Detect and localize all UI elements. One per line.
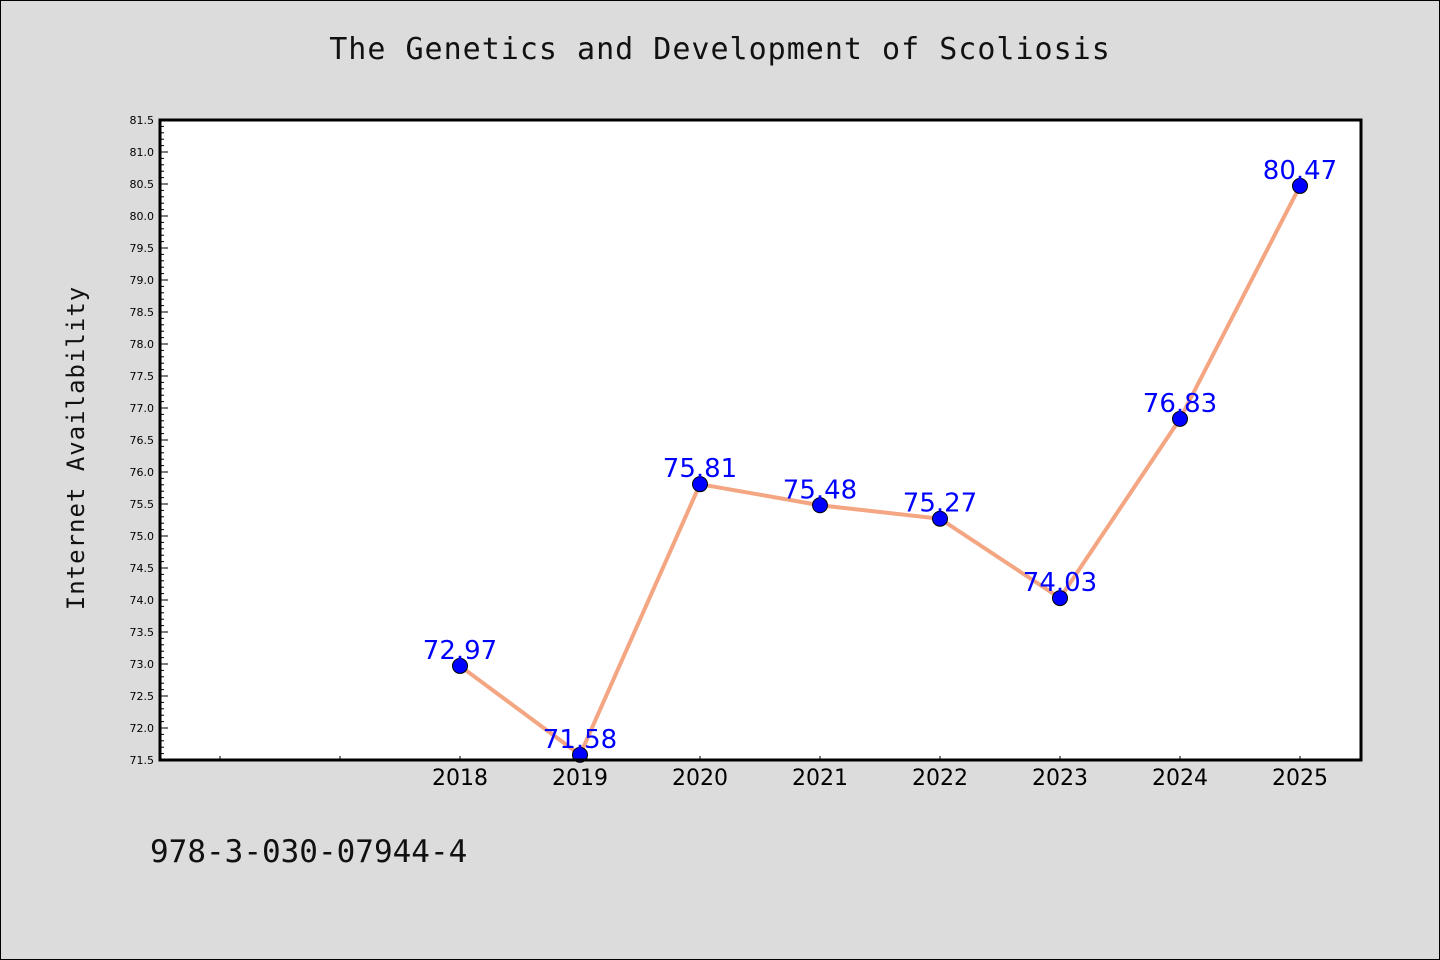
- y-tick-label: 80.5: [130, 178, 155, 191]
- x-tick-label: 2018: [432, 766, 488, 791]
- data-label: 74.03: [1023, 568, 1097, 598]
- y-tick-label: 80.0: [130, 210, 155, 223]
- series-line: [458, 185, 1302, 757]
- data-point: [1292, 177, 1308, 194]
- chart-title: The Genetics and Development of Scoliosi…: [329, 32, 1111, 67]
- y-tick-label: 79.0: [130, 274, 155, 287]
- x-tick-label: 2020: [672, 766, 728, 791]
- y-tick-label: 71.5: [130, 754, 155, 767]
- data-label: 72.97: [423, 636, 497, 666]
- y-tick-label: 73.0: [130, 658, 155, 671]
- data-label: 80.47: [1263, 156, 1337, 186]
- y-tick-label: 79.5: [130, 242, 155, 255]
- y-tick-label: 81.5: [130, 114, 155, 127]
- x-tick-label: 2024: [1152, 766, 1208, 791]
- x-tick-label: 2025: [1272, 766, 1328, 791]
- data-label: 75.27: [903, 489, 977, 519]
- y-tick-label: 78.5: [130, 306, 155, 319]
- x-tick-label: 2023: [1032, 766, 1088, 791]
- data-point: [1052, 590, 1068, 607]
- plot-border: [158, 118, 1363, 762]
- data-label: 75.81: [663, 454, 737, 484]
- y-tick-label: 73.5: [130, 626, 155, 639]
- axis-ticks: 71.5 72.0 72.5 73.0 73.5 74.0 74.5 75.0 75.5 76.0…: [130, 114, 1329, 791]
- data-point: [692, 476, 708, 493]
- y-axis-label: Internet Availability: [62, 286, 90, 610]
- y-tick-label: 74.0: [130, 594, 155, 607]
- data-label: 76.83: [1143, 389, 1217, 419]
- data-point: [1172, 410, 1188, 427]
- data-point: [452, 657, 468, 674]
- y-tick-label: 75.5: [130, 498, 155, 511]
- x-tick-label: 2019: [552, 766, 608, 791]
- y-tick-label: 77.0: [130, 402, 155, 415]
- y-tick-label: 76.0: [130, 466, 155, 479]
- data-label: 71.58: [543, 725, 617, 755]
- y-tick-label: 72.5: [130, 690, 155, 703]
- series-line-layer: [458, 185, 1302, 757]
- data-point: [932, 510, 948, 527]
- isbn-text: 978-3-030-07944-4: [150, 834, 468, 870]
- y-tick-label: 74.5: [130, 562, 155, 575]
- data-point: [812, 497, 828, 514]
- y-tick-label: 75.0: [130, 530, 155, 543]
- x-tick-label: 2022: [912, 766, 968, 791]
- plot-area: [160, 120, 1361, 760]
- y-tick-label: 77.5: [130, 370, 155, 383]
- data-labels: 72.97 71.58 75.81 75.48 75.27 74.03 76.83 80.47: [423, 156, 1337, 755]
- data-label: 75.48: [783, 475, 857, 505]
- y-tick-label: 72.0: [130, 722, 155, 735]
- y-tick-label: 76.5: [130, 434, 155, 447]
- y-tick-label: 78.0: [130, 338, 155, 351]
- y-tick-label: 81.0: [130, 146, 155, 159]
- x-tick-label: 2021: [792, 766, 848, 791]
